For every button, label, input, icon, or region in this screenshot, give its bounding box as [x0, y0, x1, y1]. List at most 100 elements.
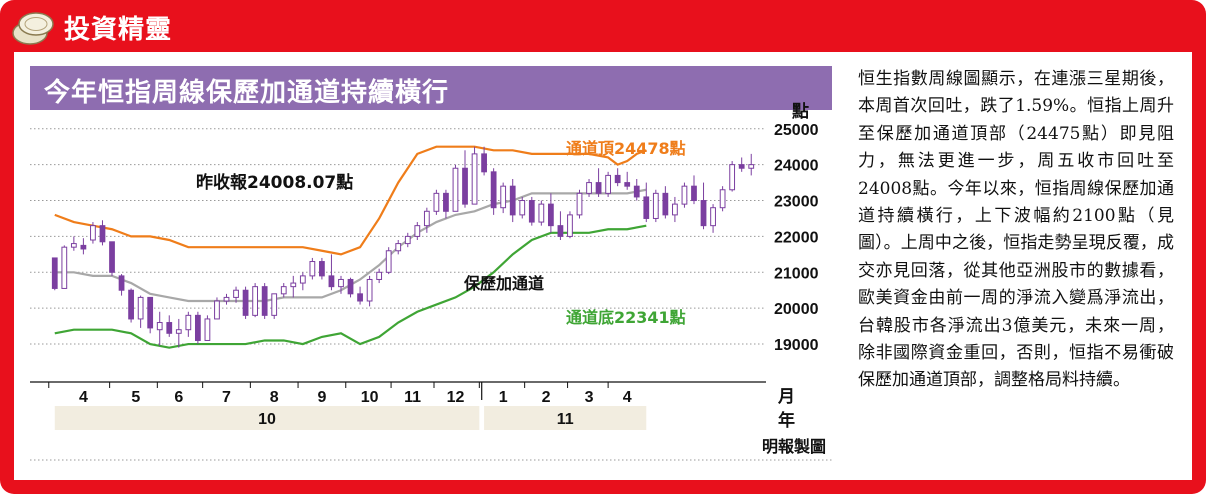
candle-body: [90, 225, 96, 241]
candle-body: [395, 243, 402, 252]
candle-body: [118, 275, 125, 291]
candle-body: [576, 192, 583, 216]
candle-body: [414, 225, 421, 237]
candle-body: [691, 185, 697, 202]
candle-body: [557, 225, 564, 237]
upper-band-line: [54, 145, 647, 256]
candle-body: [633, 185, 640, 198]
candle-body: [672, 203, 678, 216]
candle-body: [271, 293, 278, 316]
candle-body: [624, 182, 631, 187]
candle-body: [452, 167, 459, 212]
candle-body: [99, 225, 106, 243]
candle-body: [137, 296, 144, 320]
candle-body: [710, 207, 716, 227]
year-label: 11: [557, 411, 574, 428]
month-label: 11: [404, 389, 421, 406]
candle-body: [338, 278, 344, 288]
candle-body: [61, 246, 68, 289]
candle-body: [729, 164, 736, 191]
month-label: 10: [361, 389, 379, 406]
candle-body: [299, 275, 306, 284]
month-label: 5: [131, 389, 140, 406]
candle-body: [319, 261, 325, 277]
lower-band-line: [54, 224, 647, 349]
month-label: 6: [174, 389, 183, 406]
candle-body: [261, 286, 268, 316]
candle-body: [519, 200, 526, 216]
candle-body: [223, 296, 230, 302]
month-label: 12: [447, 389, 465, 406]
candle-body: [280, 286, 287, 295]
month-label: 8: [270, 389, 279, 406]
section-header: 投資精靈: [10, 6, 172, 48]
candle-body: [309, 261, 316, 277]
candle-body: [481, 153, 487, 173]
month-label: 2: [542, 389, 551, 406]
month-label: 4: [623, 389, 632, 406]
candle-body: [462, 167, 468, 205]
candle-body: [490, 171, 497, 209]
candle-body: [175, 329, 182, 334]
candle-body: [643, 196, 650, 219]
candle-body: [509, 185, 516, 216]
candle-body: [80, 244, 87, 250]
article-text: 恒生指數周線圖顯示，在連漲三星期後，本周首次回吐，跌了1.59%。恒指上周升至保…: [858, 69, 1174, 391]
candle-body: [471, 153, 478, 205]
candle-body: [166, 322, 173, 334]
year-bar: [54, 406, 480, 430]
month-label: 4: [79, 389, 88, 406]
candle-body: [51, 257, 58, 289]
candle-body: [738, 164, 745, 169]
section-title: 投資精靈: [64, 14, 173, 45]
candle-body: [528, 200, 535, 223]
chart-title: 今年恒指周線保歷加通道持續橫行: [44, 78, 450, 108]
candle-body: [662, 192, 669, 216]
month-axis-label: 月: [777, 387, 795, 407]
source-credit: 明報製圖: [762, 437, 826, 456]
candle-body: [404, 235, 411, 245]
candle-body: [233, 289, 239, 298]
candle-body: [357, 293, 363, 302]
year-bar: [484, 406, 647, 430]
candle-body: [109, 241, 115, 273]
candle-body: [681, 185, 688, 205]
candle-body: [242, 289, 249, 316]
candle-body: [433, 192, 440, 212]
close-annotation: 昨收報24008.07點: [196, 172, 353, 193]
candle-body: [748, 164, 755, 169]
candle-body: [147, 296, 154, 329]
month-label: 3: [585, 389, 594, 406]
candle-body: [547, 203, 554, 227]
y-tick-label: 24000: [774, 158, 819, 175]
chart-title-banner: 今年恒指周線保歷加通道持續橫行: [30, 66, 832, 110]
y-tick-label: 22000: [774, 229, 819, 246]
middle-band-label: 保歷加通道: [463, 274, 544, 293]
candle-body: [252, 286, 259, 316]
candle-body: [614, 174, 621, 184]
year-axis-label: 年: [778, 410, 795, 431]
candle-body: [204, 318, 211, 341]
candle-body: [423, 210, 430, 227]
lower-band-label: 通道底22341點: [566, 308, 686, 327]
candle-body: [328, 275, 335, 288]
month-label: 1: [499, 389, 508, 406]
candle-body: [290, 282, 297, 288]
candle-body: [700, 200, 707, 227]
y-tick-label: 23000: [774, 194, 819, 211]
candle-body: [385, 250, 392, 273]
candle-body: [366, 278, 373, 302]
y-tick-label: 21000: [774, 265, 819, 282]
candle-body: [538, 203, 545, 223]
y-axis-unit: 點: [791, 101, 809, 122]
candle-body: [376, 271, 383, 280]
candle-body: [194, 314, 201, 341]
upper-band-label: 通道頂24478點: [566, 139, 686, 158]
candle-body: [70, 243, 77, 248]
candle-body: [652, 192, 659, 219]
candle-body: [185, 314, 192, 331]
candle-body: [500, 185, 507, 209]
candle-body: [214, 300, 220, 320]
candle-body: [567, 214, 573, 237]
